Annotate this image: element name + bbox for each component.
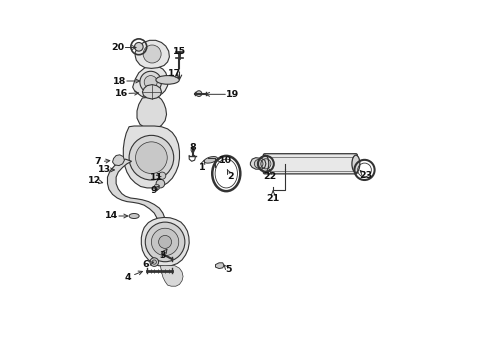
Text: 16: 16 — [115, 89, 128, 98]
Circle shape — [151, 228, 179, 256]
Ellipse shape — [261, 155, 269, 172]
Circle shape — [156, 179, 165, 188]
Polygon shape — [160, 266, 183, 286]
Text: 2: 2 — [227, 172, 234, 181]
Circle shape — [159, 172, 166, 179]
Circle shape — [143, 45, 161, 63]
Text: 12: 12 — [88, 176, 101, 185]
Polygon shape — [216, 263, 224, 269]
Ellipse shape — [156, 76, 179, 84]
Polygon shape — [137, 96, 167, 130]
Text: 17: 17 — [168, 69, 181, 78]
Text: 13: 13 — [98, 165, 111, 174]
Circle shape — [254, 159, 263, 168]
Text: 8: 8 — [190, 143, 196, 152]
Circle shape — [134, 42, 143, 51]
Circle shape — [154, 184, 160, 190]
Text: 6: 6 — [143, 260, 149, 269]
Polygon shape — [141, 217, 189, 266]
Text: 11: 11 — [150, 173, 164, 181]
Circle shape — [150, 258, 159, 266]
Text: 19: 19 — [226, 90, 239, 99]
Polygon shape — [107, 159, 165, 238]
Circle shape — [129, 135, 174, 180]
Text: 1: 1 — [198, 163, 205, 172]
Text: 21: 21 — [267, 194, 280, 203]
Text: 4: 4 — [124, 273, 131, 282]
Polygon shape — [135, 40, 170, 68]
Circle shape — [136, 142, 167, 174]
Text: 18: 18 — [113, 77, 126, 85]
Ellipse shape — [204, 157, 218, 163]
Circle shape — [159, 235, 171, 248]
Text: 3: 3 — [159, 251, 166, 260]
Circle shape — [145, 222, 185, 262]
Polygon shape — [133, 66, 168, 98]
Text: 15: 15 — [173, 46, 186, 55]
Polygon shape — [250, 158, 266, 169]
Circle shape — [196, 91, 202, 96]
Polygon shape — [143, 85, 162, 99]
Text: 22: 22 — [263, 172, 276, 181]
Text: 9: 9 — [151, 186, 158, 195]
Text: 14: 14 — [105, 211, 119, 220]
Ellipse shape — [352, 155, 360, 172]
Polygon shape — [113, 155, 124, 166]
Polygon shape — [123, 126, 179, 188]
Text: 23: 23 — [359, 171, 372, 180]
Text: 5: 5 — [225, 266, 232, 274]
Text: 20: 20 — [112, 43, 125, 52]
Text: 7: 7 — [94, 157, 101, 166]
Circle shape — [152, 260, 156, 264]
FancyBboxPatch shape — [263, 154, 357, 174]
Ellipse shape — [129, 213, 139, 219]
Circle shape — [140, 71, 162, 93]
Text: 10: 10 — [219, 156, 232, 165]
Circle shape — [144, 76, 157, 89]
